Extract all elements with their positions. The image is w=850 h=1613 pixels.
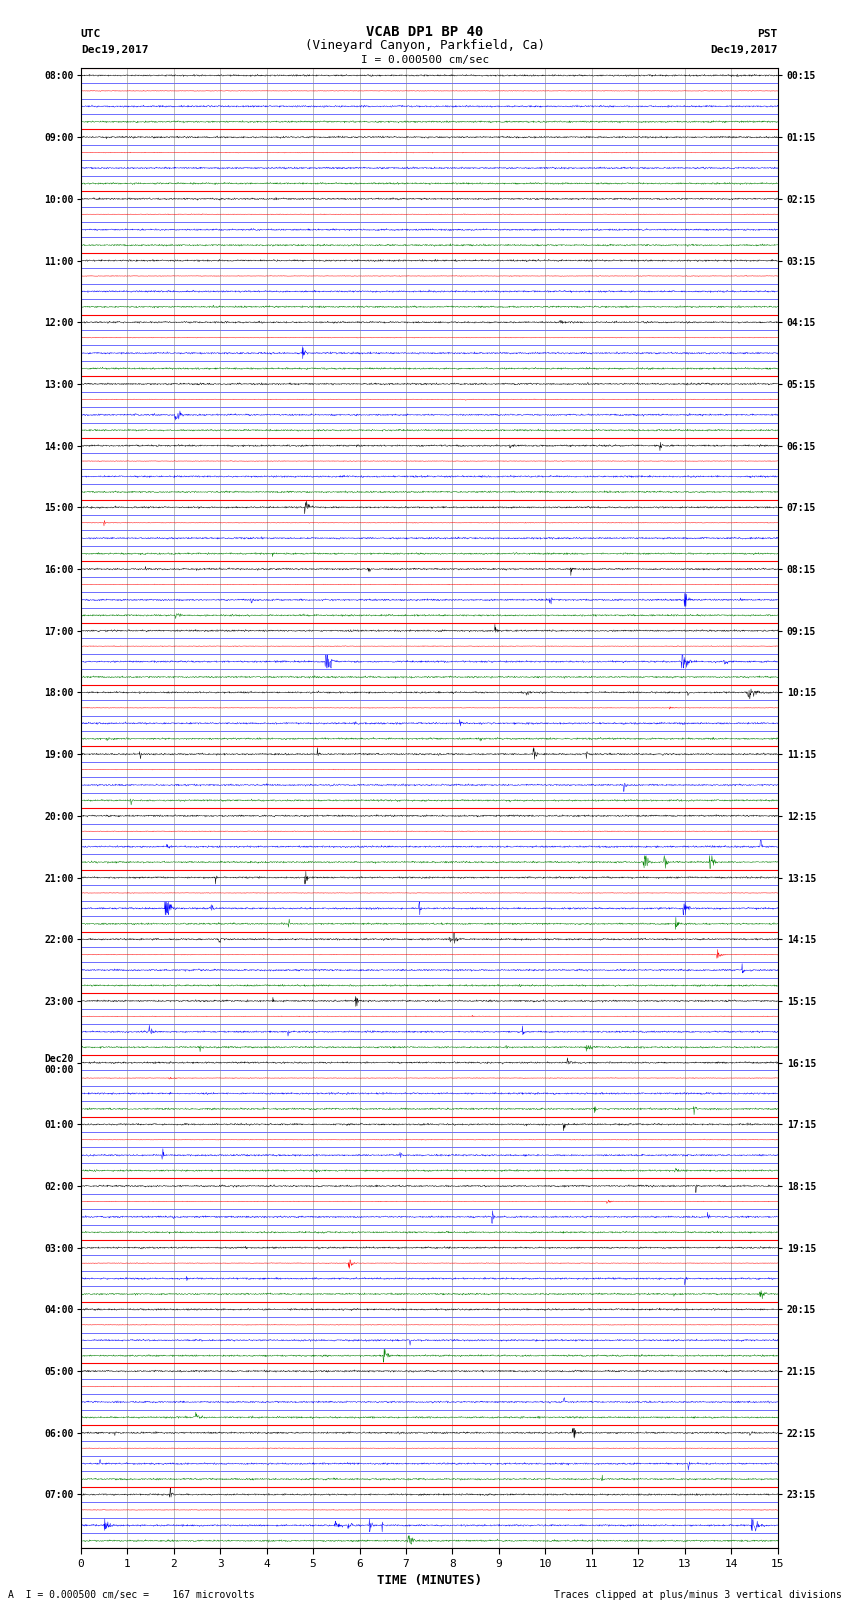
Text: Dec19,2017: Dec19,2017 [711, 45, 778, 55]
Text: Dec19,2017: Dec19,2017 [81, 45, 148, 55]
Text: UTC: UTC [81, 29, 101, 39]
Text: Traces clipped at plus/minus 3 vertical divisions: Traces clipped at plus/minus 3 vertical … [553, 1590, 842, 1600]
Text: VCAB DP1 BP 40: VCAB DP1 BP 40 [366, 24, 484, 39]
Text: PST: PST [757, 29, 778, 39]
X-axis label: TIME (MINUTES): TIME (MINUTES) [377, 1574, 482, 1587]
Text: A  I = 0.000500 cm/sec =    167 microvolts: A I = 0.000500 cm/sec = 167 microvolts [8, 1590, 255, 1600]
Text: (Vineyard Canyon, Parkfield, Ca): (Vineyard Canyon, Parkfield, Ca) [305, 39, 545, 52]
Text: I = 0.000500 cm/sec: I = 0.000500 cm/sec [361, 55, 489, 65]
